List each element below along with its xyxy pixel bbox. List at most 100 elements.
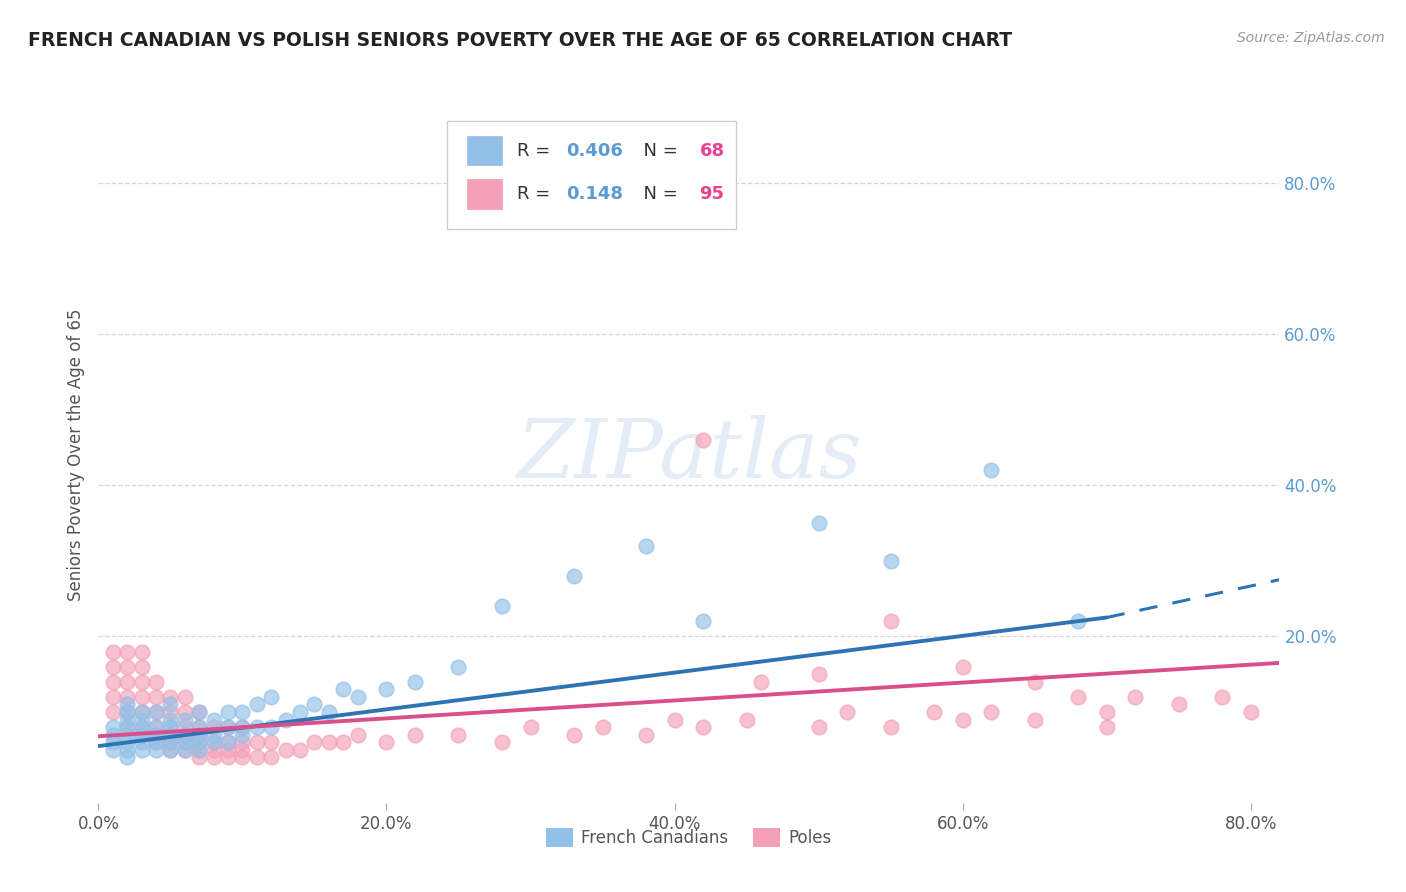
Point bbox=[260, 735, 283, 749]
Point bbox=[404, 728, 426, 742]
Point bbox=[159, 705, 181, 719]
Point bbox=[879, 554, 901, 568]
Point bbox=[188, 705, 211, 719]
Point bbox=[115, 690, 138, 704]
Point bbox=[304, 735, 326, 749]
Point bbox=[131, 720, 153, 734]
Point bbox=[202, 735, 225, 749]
Point bbox=[188, 735, 211, 749]
Point bbox=[288, 743, 311, 757]
Point bbox=[145, 720, 167, 734]
Point bbox=[202, 735, 225, 749]
Point bbox=[562, 728, 585, 742]
Point bbox=[879, 615, 901, 629]
Point bbox=[115, 698, 138, 712]
Point bbox=[101, 705, 124, 719]
Point bbox=[346, 728, 368, 742]
Point bbox=[101, 659, 124, 673]
Point bbox=[131, 720, 153, 734]
Point bbox=[188, 728, 211, 742]
Point bbox=[217, 705, 239, 719]
Point bbox=[173, 690, 195, 704]
Point bbox=[145, 728, 167, 742]
Point bbox=[274, 713, 297, 727]
Point bbox=[131, 659, 153, 673]
Point bbox=[173, 705, 195, 719]
Point bbox=[318, 705, 340, 719]
Point bbox=[231, 720, 253, 734]
Point bbox=[807, 516, 830, 530]
Point bbox=[288, 705, 311, 719]
Point bbox=[231, 743, 253, 757]
Point bbox=[115, 720, 138, 734]
Point bbox=[131, 705, 153, 719]
Point bbox=[346, 690, 368, 704]
Point bbox=[491, 735, 513, 749]
Point bbox=[692, 720, 714, 734]
Point bbox=[217, 735, 239, 749]
Point bbox=[159, 735, 181, 749]
Text: Source: ZipAtlas.com: Source: ZipAtlas.com bbox=[1237, 31, 1385, 45]
Point bbox=[749, 674, 772, 689]
Point bbox=[447, 659, 470, 673]
FancyBboxPatch shape bbox=[447, 121, 737, 229]
Point bbox=[115, 659, 138, 673]
Point bbox=[692, 615, 714, 629]
Point bbox=[592, 720, 614, 734]
Point bbox=[101, 743, 124, 757]
Point bbox=[562, 569, 585, 583]
Point bbox=[404, 674, 426, 689]
Point bbox=[217, 743, 239, 757]
Y-axis label: Seniors Poverty Over the Age of 65: Seniors Poverty Over the Age of 65 bbox=[67, 309, 86, 601]
Text: 68: 68 bbox=[700, 142, 724, 160]
Point bbox=[246, 698, 269, 712]
Point bbox=[131, 644, 153, 658]
Point bbox=[115, 713, 138, 727]
Point bbox=[131, 713, 153, 727]
Point bbox=[115, 720, 138, 734]
Point bbox=[260, 720, 283, 734]
FancyBboxPatch shape bbox=[467, 136, 502, 166]
Text: N =: N = bbox=[633, 142, 683, 160]
Point bbox=[101, 674, 124, 689]
Point bbox=[375, 682, 398, 697]
Point bbox=[173, 713, 195, 727]
Point bbox=[101, 728, 124, 742]
Point bbox=[101, 720, 124, 734]
Point bbox=[159, 743, 181, 757]
Point bbox=[101, 690, 124, 704]
Point bbox=[735, 713, 758, 727]
Point bbox=[634, 728, 657, 742]
Point bbox=[173, 735, 195, 749]
Point bbox=[491, 599, 513, 614]
Point bbox=[188, 720, 211, 734]
Point bbox=[1125, 690, 1147, 704]
Point bbox=[173, 743, 195, 757]
Point bbox=[1095, 720, 1118, 734]
Point bbox=[260, 750, 283, 764]
Point bbox=[145, 705, 167, 719]
Legend: French Canadians, Poles: French Canadians, Poles bbox=[540, 821, 838, 854]
Point bbox=[173, 735, 195, 749]
Point bbox=[115, 705, 138, 719]
Point bbox=[159, 743, 181, 757]
Point bbox=[217, 720, 239, 734]
Point bbox=[101, 644, 124, 658]
Point bbox=[101, 735, 124, 749]
Point bbox=[231, 720, 253, 734]
Point bbox=[115, 743, 138, 757]
Point bbox=[131, 705, 153, 719]
Point bbox=[159, 713, 181, 727]
Point bbox=[202, 720, 225, 734]
Point bbox=[159, 728, 181, 742]
Text: N =: N = bbox=[633, 185, 683, 203]
Point bbox=[145, 705, 167, 719]
Point bbox=[159, 735, 181, 749]
Point bbox=[202, 713, 225, 727]
Point bbox=[1167, 698, 1189, 712]
Point bbox=[664, 713, 686, 727]
Point bbox=[173, 728, 195, 742]
Point bbox=[131, 728, 153, 742]
Point bbox=[837, 705, 859, 719]
Point bbox=[188, 728, 211, 742]
